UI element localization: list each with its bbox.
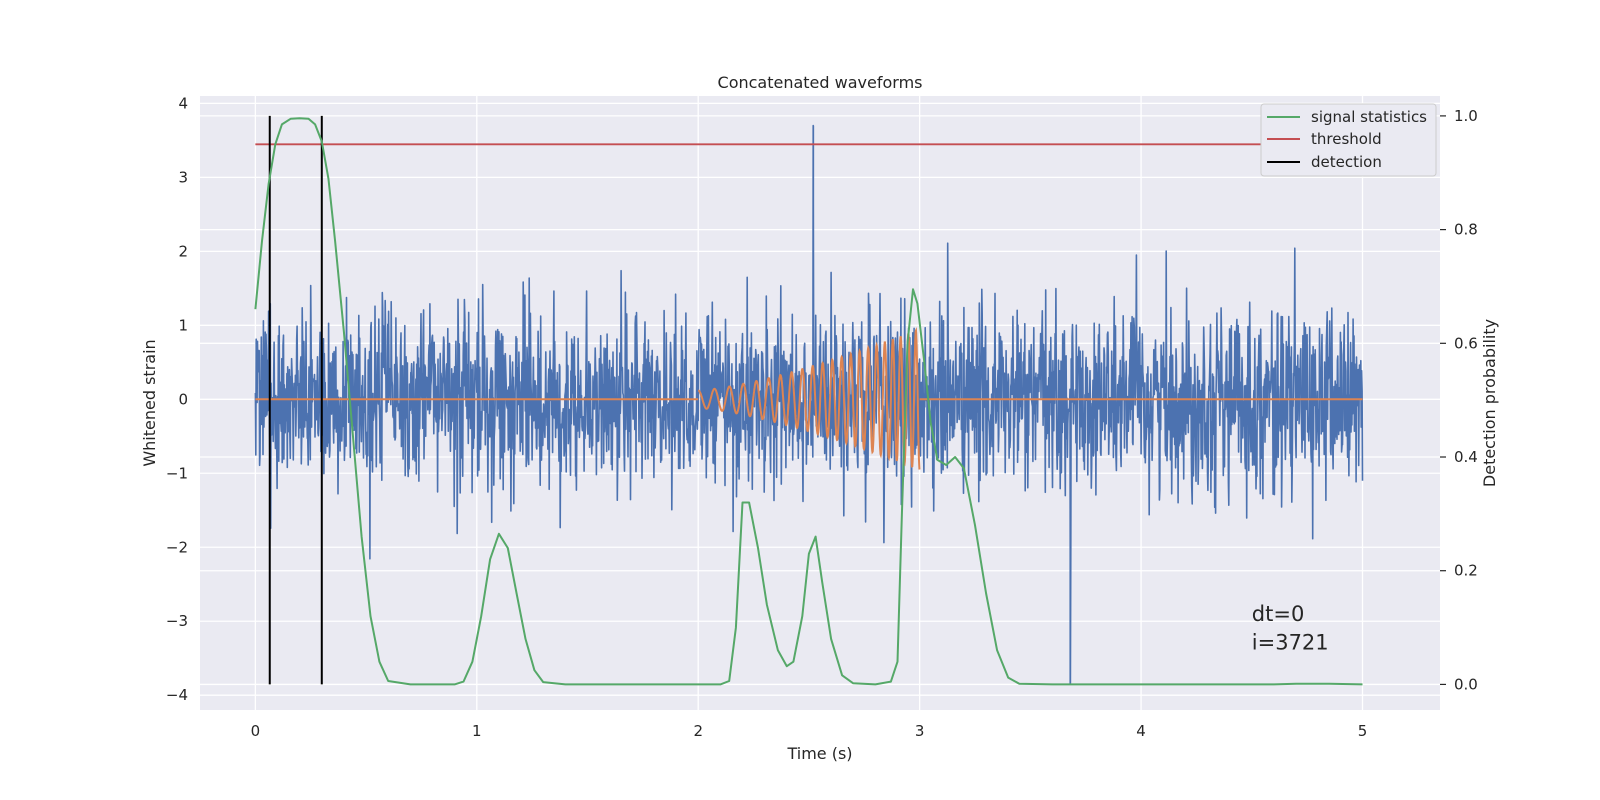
signal-statistics-line	[254, 117, 1363, 686]
y-tick-label: −2	[166, 538, 188, 556]
y-tick-label: −4	[166, 686, 188, 704]
x-tick-label: 2	[693, 722, 703, 740]
y-right-tick-label: 0.8	[1454, 221, 1478, 239]
chart-title: Concatenated waveforms	[718, 73, 923, 92]
y-tick-label: −3	[166, 612, 188, 630]
legend-label-threshold: threshold	[1311, 130, 1382, 148]
x-tick-label: 5	[1358, 722, 1368, 740]
legend-label-detection: detection	[1311, 153, 1382, 171]
y-tick-label: 2	[178, 242, 188, 260]
y-tick-label: 0	[178, 390, 188, 408]
template-series	[255, 326, 1363, 470]
legend: signal statistics threshold detection	[1260, 103, 1437, 177]
y-right-tick-label: 0.2	[1454, 562, 1478, 580]
annotation-0: dt=0	[1252, 602, 1305, 626]
noise-line	[254, 124, 1364, 685]
x-tick-label: 1	[472, 722, 482, 740]
detection-series	[268, 115, 323, 685]
annotation-1: i=3721	[1252, 630, 1329, 654]
ticks: 0 1 2 3 4 5 −4 −3 −2 −1 0 1 2 3 4 0.0 0.2 0.4 0.6 0.8 1.0	[166, 94, 1478, 740]
noise-series	[254, 124, 1364, 685]
y-right-tick-label: 0.0	[1454, 675, 1478, 693]
y-tick-label: 4	[178, 94, 188, 112]
y-right-tick-label: 0.4	[1454, 448, 1478, 466]
y-tick-label: 3	[178, 168, 188, 186]
y-axis-label: Whitened strain	[140, 339, 159, 466]
y-tick-label: 1	[178, 316, 188, 334]
y-right-tick-label: 1.0	[1454, 107, 1478, 125]
signal-statistics-series	[254, 117, 1363, 686]
legend-box	[1260, 103, 1437, 177]
y-right-tick-label: 0.6	[1454, 334, 1478, 352]
y-axis-right-label: Detection probability	[1480, 319, 1499, 487]
annotations: dt=0 i=3721	[1252, 602, 1329, 654]
x-tick-label: 0	[251, 722, 261, 740]
x-axis-label: Time (s)	[786, 744, 852, 763]
legend-label-signal-statistics: signal statistics	[1311, 108, 1427, 126]
x-tick-label: 3	[915, 722, 925, 740]
y-tick-label: −1	[166, 464, 188, 482]
template-chirp	[697, 326, 921, 470]
x-tick-label: 4	[1136, 722, 1146, 740]
